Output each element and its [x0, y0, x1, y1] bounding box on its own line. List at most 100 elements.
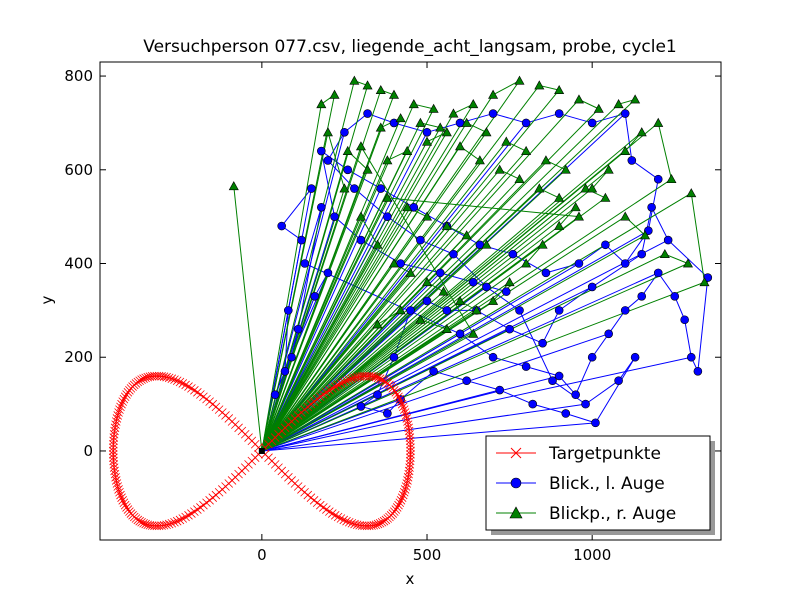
target-point — [396, 496, 406, 505]
left-eye-segment — [542, 310, 560, 344]
target-point — [135, 516, 144, 526]
target-point — [154, 371, 164, 381]
right-eye-point — [570, 202, 581, 212]
right-eye-ray — [261, 206, 576, 452]
left-eye-segment — [360, 405, 388, 414]
right-eye-point — [471, 305, 482, 315]
target-point — [347, 518, 357, 528]
target-point — [150, 521, 159, 531]
right-eye-point — [488, 295, 499, 305]
target-point — [118, 397, 127, 406]
right-eye-point — [375, 84, 386, 95]
left-eye-segment — [565, 412, 596, 424]
right-eye-point — [382, 192, 393, 202]
left-eye-point — [571, 390, 580, 400]
left-eye-point — [280, 366, 290, 376]
target-point — [406, 443, 415, 452]
left-eye-point — [300, 259, 310, 268]
right-eye-point — [573, 94, 584, 104]
right-eye-point — [659, 249, 670, 259]
target-point — [162, 372, 171, 382]
target-point — [120, 500, 130, 510]
left-eye-point — [505, 324, 514, 334]
right-eye-ray — [261, 281, 705, 452]
left-eye-segment — [413, 206, 448, 227]
right-eye-point — [428, 103, 439, 113]
left-eye-segment — [624, 113, 633, 161]
target-point — [178, 379, 188, 388]
target-point — [333, 380, 343, 390]
right-eye-point — [415, 117, 426, 127]
left-eye-segment — [605, 244, 626, 264]
right-eye-point — [481, 127, 492, 137]
right-eye-ray — [261, 131, 643, 452]
right-eye-point — [587, 183, 598, 193]
left-eye-point — [376, 184, 386, 193]
right-eye-ray — [261, 216, 580, 452]
target-point — [181, 512, 190, 522]
left-eye-segment — [499, 389, 533, 405]
left-eye-point — [277, 221, 286, 231]
right-eye-point — [494, 164, 505, 174]
right-eye-point — [481, 239, 492, 249]
right-eye-ray — [261, 122, 421, 452]
right-eye-point — [554, 84, 565, 95]
right-eye-ray — [261, 127, 382, 452]
right-eye-point — [560, 164, 571, 174]
right-eye-ray — [261, 103, 619, 452]
target-point — [357, 521, 367, 530]
y-tick-label: 600 — [64, 161, 93, 179]
left-eye-point — [323, 156, 333, 165]
target-point — [402, 479, 412, 488]
right-eye-ray — [261, 169, 610, 452]
target-point — [377, 375, 387, 384]
right-eye-point — [573, 211, 584, 221]
right-eye-point — [514, 174, 525, 184]
right-eye-ray — [261, 225, 448, 452]
right-eye-ray — [261, 169, 501, 452]
left-eye-point — [383, 409, 392, 418]
left-eye-segment — [287, 188, 312, 311]
left-eye-point — [330, 212, 339, 221]
target-point — [396, 397, 406, 406]
target-point — [344, 375, 354, 384]
target-point — [123, 388, 133, 397]
left-eye-point — [350, 184, 359, 193]
left-eye-segment — [466, 380, 500, 391]
right-eye-point — [455, 141, 466, 151]
legend-label: Blickp., r. Auge — [549, 504, 676, 524]
left-eye-point — [508, 249, 518, 259]
left-eye-segment — [334, 216, 362, 241]
left-eye-point — [663, 235, 673, 245]
left-eye-point — [389, 118, 399, 128]
right-eye-ray — [261, 281, 510, 452]
left-eye-ray — [261, 389, 500, 452]
right-eye-ray — [261, 141, 507, 452]
left-eye-point — [561, 409, 571, 418]
left-eye-point — [670, 292, 680, 301]
left-eye-segment — [426, 122, 461, 133]
right-eye-point — [322, 127, 333, 137]
target-point — [405, 436, 415, 446]
left-eye-point — [455, 329, 465, 339]
left-eye-point — [604, 329, 613, 339]
left-eye-point — [435, 268, 445, 278]
right-eye-point — [686, 188, 697, 198]
target-point — [170, 517, 179, 527]
left-eye-segment — [591, 253, 642, 288]
left-eye-segment — [492, 356, 527, 368]
target-point — [360, 371, 369, 381]
right-eye-point — [372, 319, 383, 329]
right-eye-segment — [657, 122, 672, 180]
x-tick-label: 0 — [257, 546, 267, 564]
target-point — [157, 521, 166, 530]
target-point — [379, 516, 389, 526]
left-eye-point — [488, 352, 498, 362]
left-eye-segment — [400, 263, 441, 274]
right-eye-ray — [261, 160, 481, 452]
target-point — [391, 388, 401, 397]
left-eye-point — [323, 268, 333, 278]
left-eye-segment — [492, 113, 527, 124]
right-eye-point — [699, 277, 710, 287]
left-eye-point — [620, 306, 630, 315]
